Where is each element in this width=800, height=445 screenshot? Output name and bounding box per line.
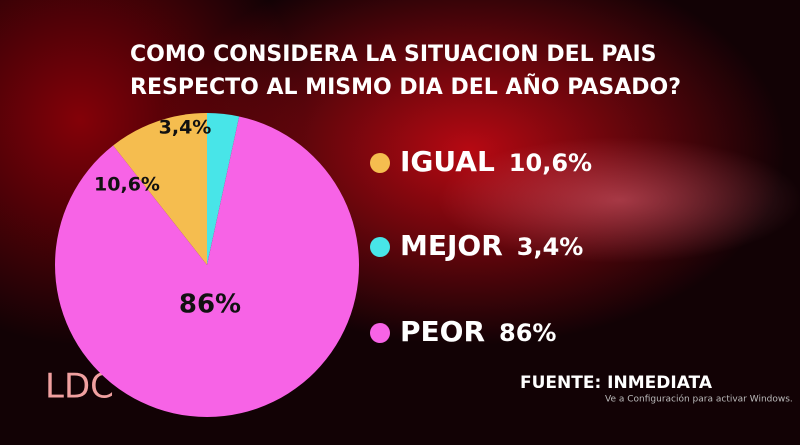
watermark: Ve a Configuración para activar Windows. xyxy=(605,394,793,405)
data-label: 86% xyxy=(179,290,241,320)
pie-slice xyxy=(55,116,359,418)
data-label: 10,6% xyxy=(94,174,160,196)
title-line: COMO CONSIDERA LA SITUACION DEL PAIS xyxy=(130,42,657,67)
data-label: 3,4% xyxy=(159,117,212,139)
legend-marker xyxy=(370,237,390,257)
legend-value: 10,6% xyxy=(509,149,592,177)
pie-slice xyxy=(207,113,240,265)
legend-label: MEJOR xyxy=(400,229,503,262)
legend-label: PEOR xyxy=(400,315,485,348)
source: FUENTE: INMEDIATA xyxy=(520,373,713,393)
legend-marker xyxy=(370,323,390,343)
pie-slice xyxy=(113,113,207,265)
legend-value: 86% xyxy=(499,319,556,347)
title-line: RESPECTO AL MISMO DIA DEL AÑO PASADO? xyxy=(130,74,681,100)
legend-marker xyxy=(370,153,390,173)
legend-value: 3,4% xyxy=(517,233,584,261)
legend-label: IGUAL xyxy=(400,145,495,178)
